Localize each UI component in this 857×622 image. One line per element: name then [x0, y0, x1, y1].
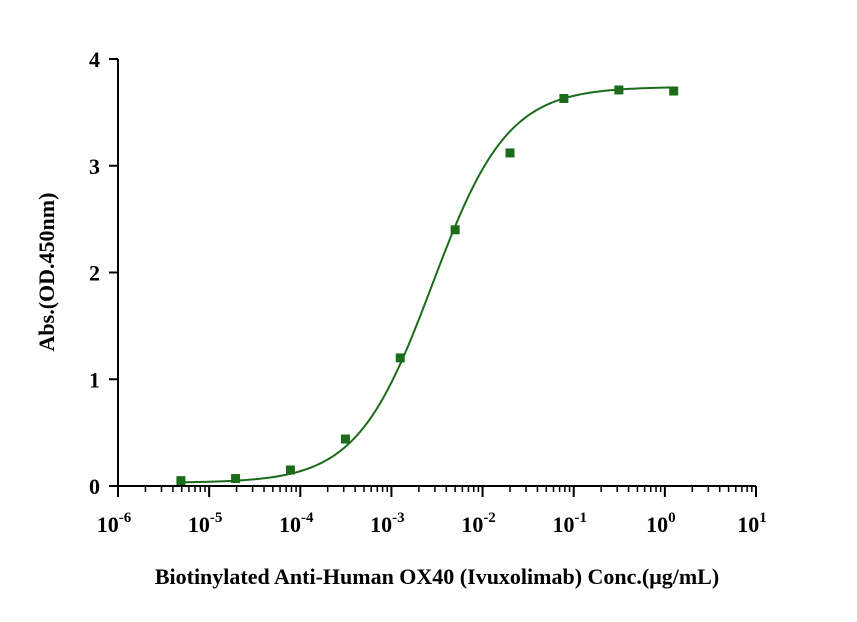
data-point [505, 148, 515, 158]
x-tick-label: 10-6 [97, 510, 132, 537]
x-tick-label: 101 [737, 510, 767, 537]
data-point [395, 353, 405, 363]
x-tick-label: 10-3 [370, 510, 405, 537]
y-tick-label: 3 [89, 154, 100, 179]
data-point [176, 476, 186, 486]
data-point [559, 93, 569, 103]
data-point [340, 434, 350, 444]
x-tick-label: 10-5 [188, 510, 223, 537]
fit-curve [180, 86, 674, 484]
data-point [285, 465, 295, 475]
x-tick-label: 10-2 [461, 510, 496, 537]
y-axis-title: Abs.(OD.450nm) [34, 193, 59, 352]
x-tick-label: 10-4 [279, 510, 314, 537]
data-point [669, 86, 679, 96]
fit-curve-layer [180, 86, 674, 484]
y-tick-label: 4 [89, 47, 100, 72]
y-tick-label: 1 [89, 367, 100, 392]
axes: 0 1 2 3 4 10-6 10-5 10-4 10-3 10-2 10-1 100 101 [89, 47, 767, 537]
y-tick-label: 0 [89, 474, 100, 499]
data-point [614, 85, 624, 95]
x-axis-title: Biotinylated Anti-Human OX40 (Ivuxolimab… [155, 564, 719, 589]
data-point [231, 474, 241, 484]
x-tick-label: 100 [646, 510, 676, 537]
y-tick-label: 2 [89, 261, 100, 286]
x-tick-label: 10-1 [552, 510, 587, 537]
data-points [176, 85, 679, 486]
data-point [450, 225, 460, 235]
